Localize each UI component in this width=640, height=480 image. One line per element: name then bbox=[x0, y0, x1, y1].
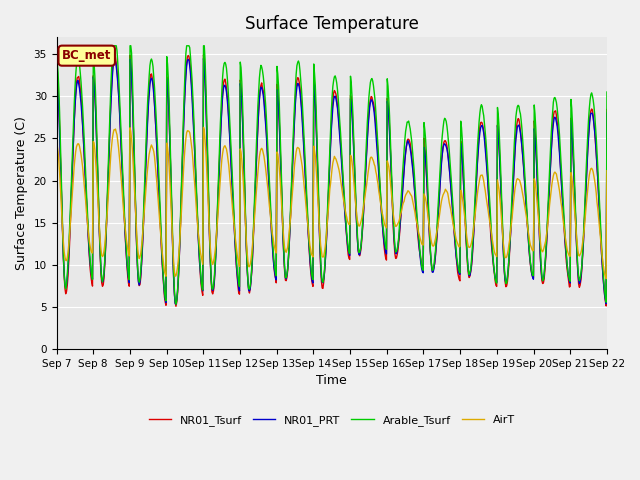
NR01_Tsurf bbox=[119, 188, 127, 194]
NR01_PRT bbox=[400, 168, 408, 174]
NR01_Tsurf bbox=[63, 289, 70, 295]
Arable_Tsurf bbox=[63, 281, 70, 287]
NR01_Tsurf bbox=[200, 52, 207, 58]
Arable_Tsurf bbox=[416, 250, 424, 256]
AirT bbox=[602, 276, 610, 281]
Text: BC_met: BC_met bbox=[62, 49, 111, 62]
Arable_Tsurf bbox=[206, 231, 214, 237]
Y-axis label: Surface Temperature (C): Surface Temperature (C) bbox=[15, 116, 28, 270]
Arable_Tsurf bbox=[603, 89, 611, 95]
NR01_PRT bbox=[63, 283, 70, 288]
AirT bbox=[200, 124, 207, 130]
Title: Surface Temperature: Surface Temperature bbox=[244, 15, 419, 33]
AirT bbox=[119, 202, 127, 208]
NR01_Tsurf bbox=[52, 71, 60, 77]
AirT bbox=[603, 168, 611, 174]
AirT bbox=[63, 258, 70, 264]
NR01_PRT bbox=[119, 189, 127, 195]
Arable_Tsurf bbox=[52, 57, 60, 62]
NR01_Tsurf bbox=[176, 241, 184, 247]
AirT bbox=[205, 216, 212, 221]
NR01_PRT bbox=[176, 241, 184, 247]
AirT bbox=[399, 200, 407, 206]
NR01_PRT bbox=[416, 253, 424, 259]
NR01_Tsurf bbox=[400, 166, 408, 172]
Arable_Tsurf bbox=[177, 212, 184, 217]
NR01_PRT bbox=[52, 76, 60, 82]
NR01_PRT bbox=[200, 56, 207, 61]
AirT bbox=[52, 143, 60, 148]
NR01_PRT bbox=[603, 110, 611, 116]
Arable_Tsurf bbox=[400, 147, 408, 153]
AirT bbox=[175, 249, 183, 254]
X-axis label: Time: Time bbox=[316, 374, 347, 387]
Line: NR01_PRT: NR01_PRT bbox=[56, 59, 607, 304]
Line: Arable_Tsurf: Arable_Tsurf bbox=[56, 46, 607, 304]
NR01_Tsurf bbox=[172, 303, 180, 309]
AirT bbox=[415, 232, 423, 238]
Legend: NR01_Tsurf, NR01_PRT, Arable_Tsurf, AirT: NR01_Tsurf, NR01_PRT, Arable_Tsurf, AirT bbox=[144, 411, 520, 431]
Arable_Tsurf bbox=[172, 301, 180, 307]
NR01_Tsurf bbox=[416, 252, 424, 258]
Arable_Tsurf bbox=[120, 198, 128, 204]
Arable_Tsurf bbox=[109, 43, 117, 48]
Line: AirT: AirT bbox=[56, 127, 607, 278]
NR01_Tsurf bbox=[206, 238, 214, 244]
NR01_PRT bbox=[206, 237, 214, 243]
NR01_PRT bbox=[172, 301, 180, 307]
NR01_Tsurf bbox=[603, 107, 611, 112]
Line: NR01_Tsurf: NR01_Tsurf bbox=[56, 55, 607, 306]
